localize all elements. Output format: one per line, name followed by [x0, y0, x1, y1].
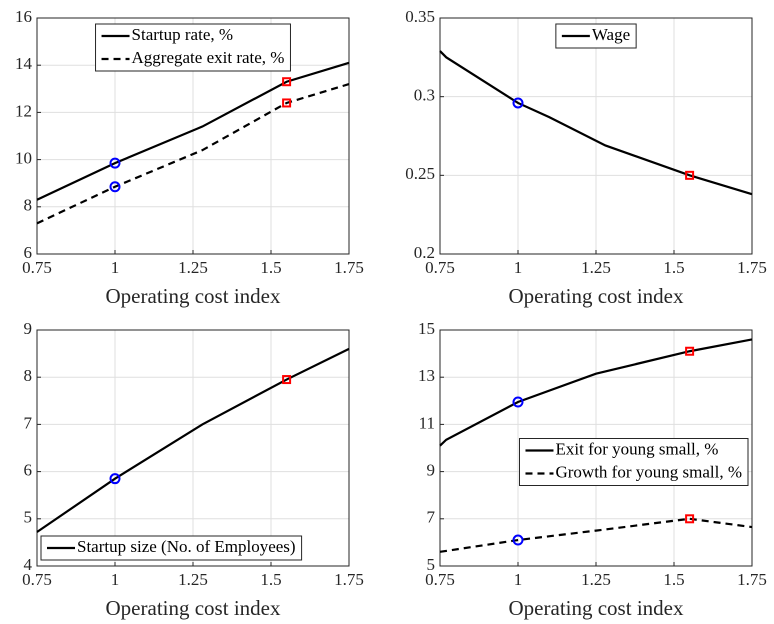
legend: Wage — [555, 23, 637, 49]
axes-box — [439, 17, 753, 255]
legend-box — [95, 23, 291, 72]
x-tick-label: 1.75 — [334, 570, 364, 589]
legend-box — [40, 535, 303, 561]
panel: 0.75 1 1.25 1.5 1.75 4 5 6 7 8 9 Operating cost ind… — [22, 319, 364, 620]
y-tick-label: 8 — [24, 196, 33, 215]
legend: Startup size (No. of Employees) — [40, 535, 303, 561]
y-tick-label: 15 — [418, 319, 435, 338]
y-tick-label: 12 — [15, 101, 32, 120]
y-tick-label: 0.2 — [414, 243, 435, 262]
marker-square — [685, 346, 695, 356]
legend-label: Startup rate, % — [132, 25, 234, 44]
x-tick-label: 1 — [514, 258, 523, 277]
x-tick-label: 1 — [514, 570, 523, 589]
legend-label: Exit for young small, % — [555, 439, 718, 458]
y-tick-label: 11 — [419, 413, 435, 432]
x-tick-label: 1 — [111, 258, 120, 277]
legend: Exit for young small, % Growth for young … — [518, 438, 749, 486]
legend: Startup rate, % Aggregate exit rate, % — [95, 23, 291, 72]
x-axis-label: Operating cost index — [106, 596, 281, 620]
y-tick-label: 16 — [15, 7, 32, 26]
series-line — [36, 347, 350, 533]
y-tick-label: 0.3 — [414, 86, 435, 105]
y-tick-label: 8 — [24, 366, 33, 385]
x-tick-label: 0.75 — [22, 570, 52, 589]
marker-square — [282, 77, 292, 87]
x-tick-label: 1.75 — [737, 570, 767, 589]
y-tick-label: 7 — [427, 508, 436, 527]
legend-label: Aggregate exit rate, % — [132, 48, 285, 67]
marker-circle — [109, 473, 121, 485]
series-line — [439, 338, 753, 447]
marker-square — [282, 375, 292, 385]
x-axis-label: Operating cost index — [509, 284, 684, 308]
marker-square — [685, 170, 695, 180]
x-tick-label: 0.75 — [22, 258, 52, 277]
x-tick-label: 1.25 — [178, 258, 208, 277]
axes-box — [36, 329, 350, 567]
y-tick-label: 5 — [24, 508, 33, 527]
x-tick-label: 1.75 — [737, 258, 767, 277]
x-tick-label: 1.25 — [581, 570, 611, 589]
series-line — [439, 50, 753, 196]
x-tick-label: 1.25 — [581, 258, 611, 277]
x-tick-label: 0.75 — [425, 570, 455, 589]
y-tick-label: 14 — [15, 54, 33, 73]
y-tick-label: 7 — [24, 413, 33, 432]
marker-circle — [512, 396, 524, 408]
marker-circle — [109, 181, 121, 193]
axes-box — [36, 17, 350, 255]
y-tick-label: 4 — [24, 555, 33, 574]
marker-circle — [512, 97, 524, 109]
series-line — [439, 517, 753, 553]
marker-circle — [512, 534, 524, 546]
x-tick-label: 0.75 — [425, 258, 455, 277]
x-tick-label: 1.75 — [334, 258, 364, 277]
x-tick-label: 1.5 — [663, 258, 684, 277]
series-line — [36, 61, 350, 201]
x-tick-label: 1.5 — [260, 258, 281, 277]
x-tick-label: 1.5 — [663, 570, 684, 589]
y-tick-label: 0.25 — [405, 164, 435, 183]
marker-circle — [109, 157, 121, 169]
x-axis-label: Operating cost index — [509, 596, 684, 620]
axes-box — [439, 329, 753, 567]
panel: 0.75 1 1.25 1.5 1.75 6 8 10 12 14 16 Operating cost… — [15, 7, 364, 308]
y-tick-label: 13 — [418, 366, 435, 385]
x-axis-label: Operating cost index — [106, 284, 281, 308]
marker-square — [685, 514, 695, 524]
panel: 0.75 1 1.25 1.5 1.75 5 7 9 11 13 15 Operating cost … — [418, 319, 767, 620]
x-tick-label: 1 — [111, 570, 120, 589]
series-line — [36, 83, 350, 225]
marker-square — [282, 98, 292, 108]
legend-label: Wage — [592, 25, 630, 44]
y-tick-label: 9 — [24, 319, 33, 338]
panel: 0.75 1 1.25 1.5 1.75 0.2 0.25 0.3 0.35 Operating … — [405, 7, 767, 308]
x-tick-label: 1.25 — [178, 570, 208, 589]
y-tick-label: 6 — [24, 243, 33, 262]
y-tick-label: 10 — [15, 149, 32, 168]
y-tick-label: 0.35 — [405, 7, 435, 26]
legend-label: Growth for young small, % — [555, 462, 742, 481]
legend-box — [518, 438, 749, 486]
y-tick-label: 5 — [427, 555, 436, 574]
legend-label: Startup size (No. of Employees) — [77, 537, 296, 556]
x-tick-label: 1.5 — [260, 570, 281, 589]
y-tick-label: 9 — [427, 461, 436, 480]
y-tick-label: 6 — [24, 461, 33, 480]
